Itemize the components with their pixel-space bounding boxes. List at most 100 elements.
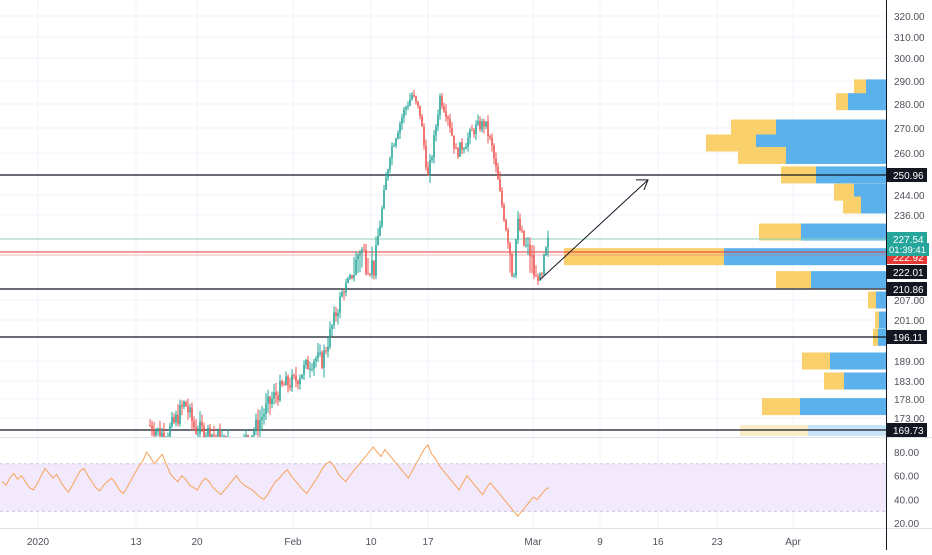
candle-body: [353, 275, 355, 278]
candle-body: [527, 245, 529, 246]
candle-body: [437, 115, 439, 126]
candle-body: [317, 353, 319, 359]
candle-body: [359, 253, 361, 255]
candle-body: [541, 273, 543, 274]
candle-body: [345, 283, 347, 293]
candle-body: [423, 127, 425, 146]
vp-bar-down: [879, 312, 886, 329]
price-tick-label: 236.00: [894, 211, 925, 222]
candle-body: [149, 425, 151, 426]
candle-body: [305, 360, 307, 365]
candle-body: [277, 395, 279, 400]
candle-body: [255, 420, 257, 431]
candle-body: [223, 436, 225, 437]
time-tick-label: 23: [711, 537, 723, 548]
candle-body: [245, 435, 247, 437]
candle-body: [465, 147, 467, 149]
candle-body: [197, 433, 199, 434]
candle-body: [457, 148, 459, 156]
candle-body: [507, 230, 509, 243]
candle-body: [213, 435, 215, 436]
candle-body: [341, 292, 343, 296]
candle-body: [429, 160, 431, 175]
candle-body: [355, 259, 357, 275]
price-badge-label: 169.73: [893, 426, 924, 437]
candle-body: [325, 350, 327, 351]
candle-body: [257, 420, 259, 431]
candle-body: [215, 436, 217, 437]
candle-body: [455, 148, 457, 149]
time-tick-label: 9: [597, 537, 603, 548]
candle-body: [475, 124, 477, 134]
candle-body: [537, 277, 539, 281]
candle-body: [323, 350, 325, 367]
candle-body: [545, 248, 547, 255]
time-tick-label: 20: [191, 537, 203, 548]
candle-body: [297, 381, 299, 384]
candle-body: [261, 417, 263, 420]
candle-body: [251, 435, 253, 437]
candle-body: [219, 431, 221, 437]
candle-body: [163, 433, 165, 437]
candle-body: [273, 392, 275, 398]
vp-bar-up: [824, 373, 844, 390]
candle-body: [525, 245, 527, 246]
vp-bar-up: [762, 398, 800, 415]
candle-body: [207, 428, 209, 436]
vp-bar-up: [731, 120, 776, 137]
price-badge-label: 250.96: [893, 171, 924, 182]
candle-body: [253, 431, 255, 435]
candle-body: [349, 275, 351, 279]
candle-body: [393, 146, 395, 147]
candle-body: [321, 353, 323, 368]
candle-body: [485, 121, 487, 126]
candle-body: [397, 133, 399, 139]
candle-body: [193, 421, 195, 427]
candle-body: [447, 117, 449, 119]
candle-body: [201, 422, 203, 427]
vp-bar-down: [776, 120, 886, 137]
rsi-tick-label: 40.00: [894, 495, 919, 506]
vp-bar-down: [801, 224, 886, 241]
candle-body: [225, 436, 227, 437]
candle-body: [415, 96, 417, 101]
candle-body: [259, 420, 261, 431]
candle-body: [347, 279, 349, 283]
candle-body: [335, 312, 337, 316]
candle-body: [387, 169, 389, 178]
candle-body: [499, 179, 501, 190]
candle-body: [431, 157, 433, 160]
candle-body: [281, 381, 283, 384]
candle-body: [301, 374, 303, 378]
candle-body: [189, 407, 191, 412]
price-tick-label: 310.00: [894, 33, 925, 44]
candle-body: [369, 274, 371, 275]
vp-bar-up: [738, 147, 786, 164]
candle-body: [407, 106, 409, 108]
candle-body: [503, 205, 505, 220]
candle-body: [291, 375, 293, 387]
candle-body: [357, 255, 359, 259]
candle-body: [265, 403, 267, 413]
price-badge-label: 210.86: [893, 285, 924, 296]
candle-body: [313, 361, 315, 368]
price-tick-label: 300.00: [894, 54, 925, 65]
price-tick-label: 280.00: [894, 100, 925, 111]
time-tick-label: 16: [652, 537, 664, 548]
candle-body: [483, 121, 485, 127]
candle-body: [543, 255, 545, 275]
candle-body: [361, 249, 363, 252]
candle-body: [535, 276, 537, 277]
candle-body: [481, 121, 483, 129]
candle-body: [445, 111, 447, 117]
candle-body: [491, 138, 493, 146]
time-tick-label: Apr: [785, 537, 801, 548]
price-tick-label: 207.00: [894, 296, 925, 307]
candle-body: [401, 118, 403, 124]
vp-bar-up: [836, 93, 848, 110]
candle-body: [295, 376, 297, 381]
candle-body: [293, 375, 295, 376]
candle-body: [487, 121, 489, 136]
